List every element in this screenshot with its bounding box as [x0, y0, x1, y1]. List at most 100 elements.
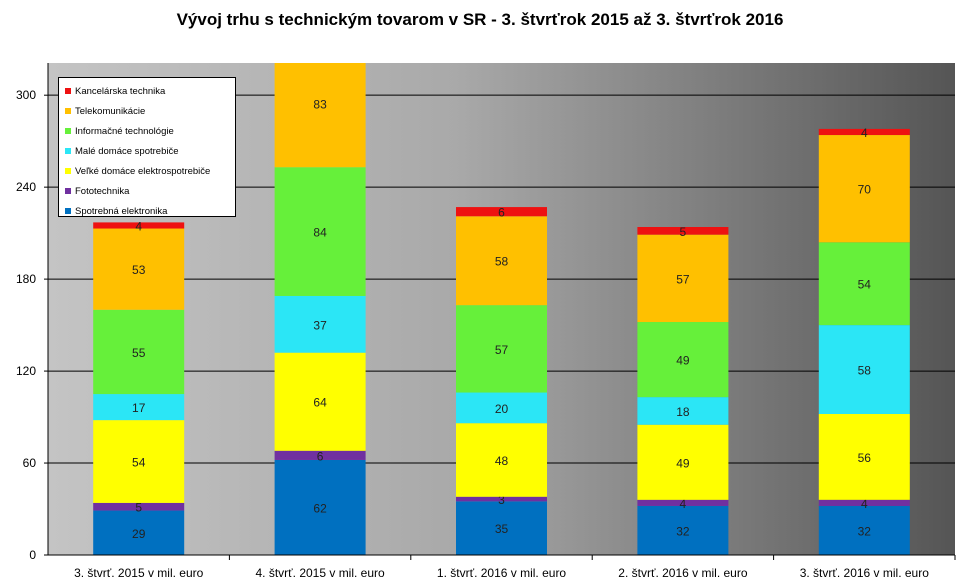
chart-title: Vývoj trhu s technickým tovarom v SR - 3… — [176, 10, 784, 29]
x-tick-label: 3. štvrť. 2015 v mil. euro — [74, 566, 204, 580]
data-label: 29 — [132, 527, 146, 541]
bar-segment — [637, 234, 729, 323]
x-tick-label: 3. štvrť. 2016 v mil. euro — [800, 566, 930, 580]
bar-segment — [637, 499, 729, 506]
data-label: 5 — [135, 501, 142, 515]
bar-segment — [274, 450, 366, 460]
y-tick-label: 0 — [29, 548, 36, 562]
y-tick-label: 60 — [23, 456, 37, 470]
data-label: 35 — [495, 522, 509, 536]
legend-swatch — [65, 88, 71, 94]
data-label: 6 — [317, 449, 324, 463]
legend-swatch — [65, 128, 71, 134]
bar-segment — [456, 207, 547, 217]
bar-segment — [456, 423, 547, 497]
bar-segment — [93, 394, 185, 421]
x-tick-label: 4. štvrť. 2015 v mil. euro — [255, 566, 385, 580]
data-label: 4 — [861, 497, 868, 511]
bar-segment — [274, 295, 366, 353]
legend-label: Telekomunikácie — [75, 105, 146, 117]
data-label: 4 — [680, 497, 687, 511]
legend-item: Veľké domáce elektrospotrebiče — [59, 161, 235, 181]
bar-segment — [818, 242, 910, 326]
legend-item: Malé domáce spotrebiče — [59, 141, 235, 161]
data-label: 5 — [680, 225, 687, 239]
x-tick-label: 1. štvrť. 2016 v mil. euro — [437, 566, 567, 580]
legend-item: Spotrebná elektronika — [59, 201, 235, 221]
bar-segment — [93, 309, 185, 395]
bar-segment — [93, 510, 185, 555]
data-label: 55 — [132, 346, 146, 360]
data-label: 48 — [495, 454, 509, 468]
legend-swatch — [65, 188, 71, 194]
data-label: 4 — [861, 126, 868, 140]
legend-label: Malé domáce spotrebiče — [75, 145, 179, 157]
bar-segment — [93, 420, 185, 503]
data-label: 70 — [858, 183, 872, 197]
y-tick-label: 300 — [16, 88, 36, 102]
data-label: 49 — [676, 456, 690, 470]
data-label: 57 — [676, 272, 690, 286]
bar-segment — [818, 325, 910, 414]
legend-label: Kancelárska technika — [75, 85, 166, 97]
bar-segment — [456, 305, 547, 393]
data-label: 53 — [132, 263, 146, 277]
legend-label: Veľké domáce elektrospotrebiče — [75, 165, 211, 177]
bar-segment — [637, 227, 729, 235]
bar-segment — [456, 501, 547, 555]
bar-segment — [818, 135, 910, 243]
legend-swatch — [65, 208, 71, 214]
data-label: 49 — [676, 354, 690, 368]
legend-swatch — [65, 168, 71, 174]
data-label: 57 — [495, 343, 509, 357]
data-label: 84 — [313, 226, 327, 240]
y-tick-label: 120 — [16, 364, 36, 378]
legend-item: Informačné technológie — [59, 121, 235, 141]
legend-item: Kancelárska technika — [59, 81, 235, 101]
data-label: 62 — [313, 501, 327, 515]
bar-segment — [274, 63, 366, 168]
legend-label: Informačné technológie — [75, 125, 174, 137]
data-label: 54 — [132, 456, 146, 470]
data-label: 17 — [132, 401, 146, 415]
bar-segment — [274, 167, 366, 296]
legend-swatch — [65, 148, 71, 154]
data-label: 18 — [676, 405, 690, 419]
bar-segment — [818, 505, 910, 555]
data-label: 20 — [495, 402, 509, 416]
bar-segment — [274, 459, 366, 555]
data-label: 64 — [313, 396, 327, 410]
data-label: 56 — [858, 451, 872, 465]
bar-segment — [93, 502, 185, 511]
legend-item: Fototechnika — [59, 181, 235, 201]
bar-segment — [818, 499, 910, 506]
bar-segment — [274, 352, 366, 451]
bar-segment — [637, 424, 729, 500]
legend-swatch — [65, 108, 71, 114]
data-label: 32 — [676, 524, 690, 538]
data-label: 54 — [858, 278, 872, 292]
bar-segment — [456, 216, 547, 306]
data-label: 3 — [498, 493, 505, 507]
data-label: 6 — [498, 206, 505, 220]
data-label: 58 — [495, 255, 509, 269]
data-label: 58 — [858, 364, 872, 378]
bar-segment — [93, 228, 185, 310]
bar-segment — [456, 392, 547, 424]
legend: Kancelárska technika Telekomunikácie Infor… — [58, 77, 236, 217]
bar-segment — [93, 222, 185, 229]
legend-label: Spotrebná elektronika — [75, 205, 168, 217]
data-label: 83 — [313, 98, 327, 112]
data-label: 37 — [313, 318, 327, 332]
bar-segment — [637, 397, 729, 425]
x-tick-label: 2. štvrť. 2016 v mil. euro — [618, 566, 748, 580]
y-tick-label: 180 — [16, 272, 36, 286]
data-label: 32 — [858, 524, 872, 538]
bar-segment — [818, 128, 910, 136]
bar-segment — [637, 505, 729, 555]
y-tick-label: 240 — [16, 180, 36, 194]
bar-segment — [456, 496, 547, 502]
legend-label: Fototechnika — [75, 185, 130, 197]
bar-segment — [637, 322, 729, 398]
